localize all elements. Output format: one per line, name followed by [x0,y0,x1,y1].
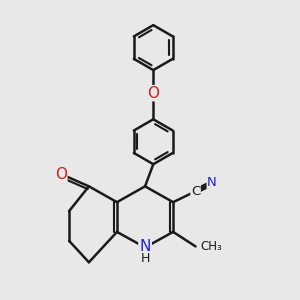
Text: N: N [207,176,217,188]
Text: N: N [140,239,151,254]
Text: O: O [147,86,159,101]
Text: H: H [140,252,150,265]
Text: O: O [55,167,67,182]
Text: CH₃: CH₃ [200,240,222,253]
Text: C: C [191,185,200,198]
